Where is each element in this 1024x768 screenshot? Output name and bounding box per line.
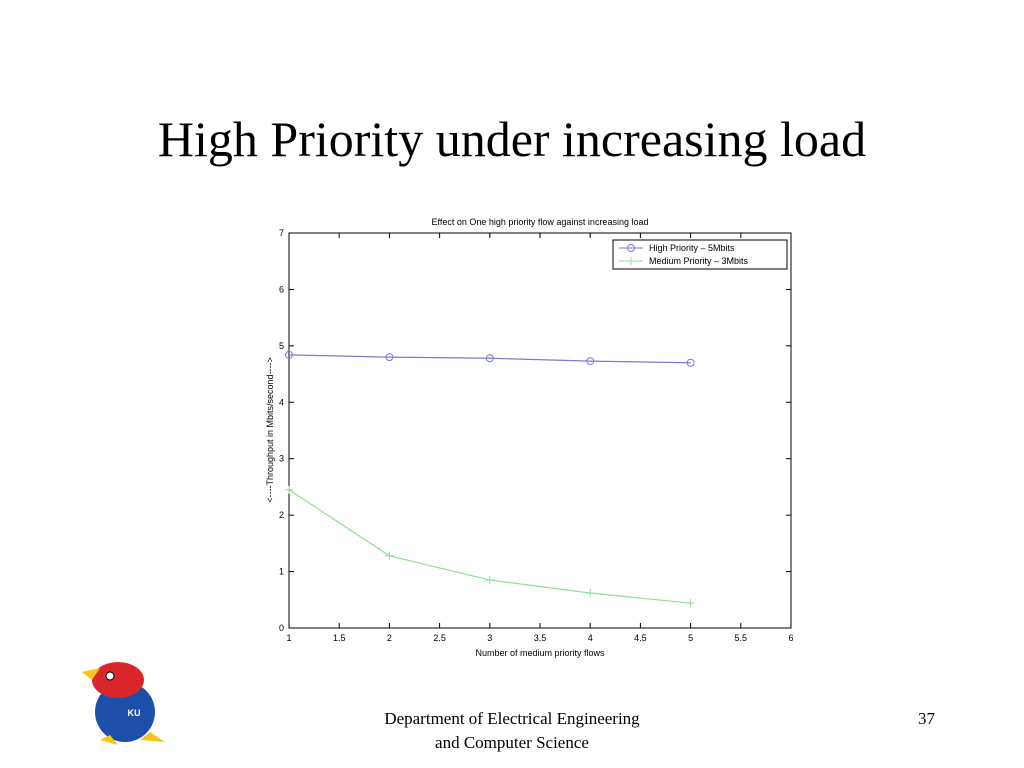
x-tick-label: 4 — [588, 633, 593, 643]
legend-label: Medium Priority – 3Mbits — [649, 256, 749, 266]
slide-title: High Priority under increasing load — [158, 111, 866, 167]
logo-beak — [82, 668, 100, 680]
logo: KU — [82, 662, 165, 745]
chart-title: Effect on One high priority flow against… — [432, 217, 649, 227]
series-line — [288, 489, 691, 604]
logo-text: KU — [128, 708, 141, 718]
footer-line: Department of Electrical Engineering — [384, 709, 640, 728]
marker — [586, 357, 595, 366]
logo-feet — [100, 732, 165, 745]
x-tick-label: 5 — [688, 633, 693, 643]
y-tick-label: 0 — [279, 623, 284, 633]
x-tick-label: 2.5 — [433, 633, 446, 643]
x-tick-label: 1 — [286, 633, 291, 643]
x-axis-label: Number of medium priority flows — [475, 648, 605, 658]
x-tick-label: 4.5 — [634, 633, 647, 643]
y-tick-label: 5 — [279, 341, 284, 351]
y-axis-label: <----Throughput in Mbits/second----> — [265, 357, 275, 503]
logo-eye — [105, 671, 115, 681]
y-tick-label: 3 — [279, 454, 284, 464]
legend-box — [612, 239, 788, 270]
y-tick-label: 1 — [279, 567, 284, 577]
y-tick-label: 4 — [279, 397, 284, 407]
plot-frame — [288, 232, 792, 629]
x-tick-label: 1.5 — [333, 633, 346, 643]
y-tick-label: 6 — [279, 284, 284, 294]
page-number: 37 — [918, 709, 936, 728]
marker — [385, 551, 394, 560]
marker — [627, 257, 635, 265]
x-tick-label: 2 — [387, 633, 392, 643]
marker — [285, 485, 293, 494]
legend-label: High Priority – 5Mbits — [649, 243, 735, 253]
marker — [285, 350, 293, 359]
marker — [686, 599, 695, 608]
x-tick-label: 6 — [788, 633, 793, 643]
logo-head — [92, 662, 144, 698]
marker — [627, 244, 635, 252]
y-tick-label: 7 — [279, 228, 284, 238]
x-tick-label: 3.5 — [534, 633, 547, 643]
marker — [686, 358, 695, 367]
marker — [385, 353, 394, 362]
marker — [586, 589, 595, 598]
x-tick-label: 3 — [487, 633, 492, 643]
marker — [485, 576, 494, 585]
series-line — [288, 354, 691, 364]
x-tick-label: 5.5 — [735, 633, 748, 643]
footer-line: and Computer Science — [435, 733, 589, 752]
marker — [485, 354, 494, 363]
y-tick-label: 2 — [279, 510, 284, 520]
